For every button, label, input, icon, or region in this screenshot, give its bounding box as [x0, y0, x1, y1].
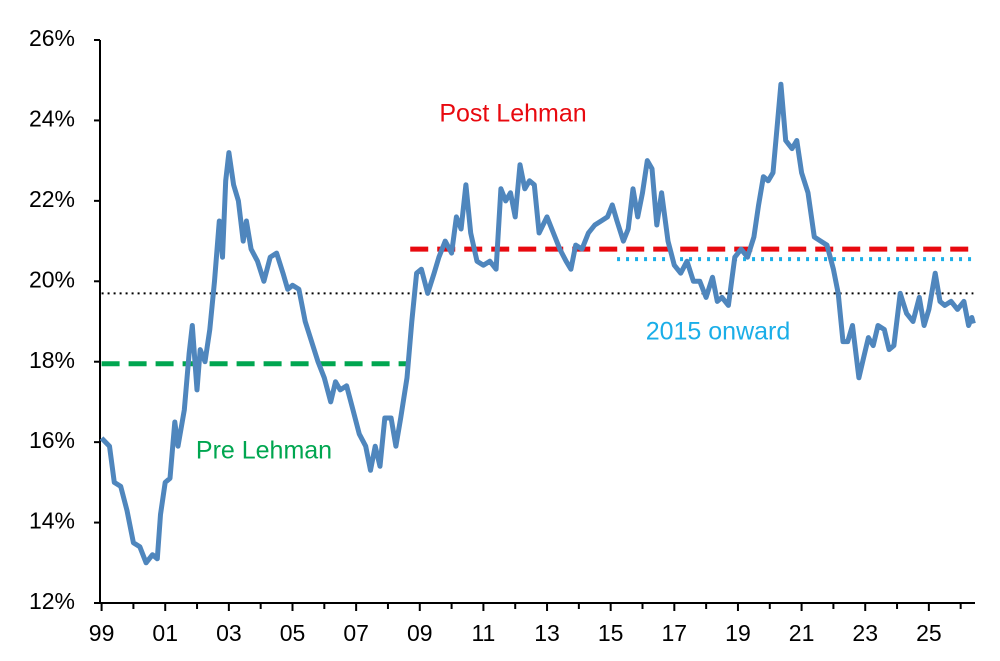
x-tick-label: 05 — [280, 620, 306, 646]
x-tick-label: 99 — [89, 620, 115, 646]
x-tick-label: 17 — [662, 620, 688, 646]
x-tick-label: 15 — [598, 620, 624, 646]
reference-label: 2015 onward — [646, 318, 791, 346]
y-tick-label: 20% — [29, 266, 75, 292]
y-tick-label: 18% — [29, 347, 75, 373]
y-tick-label: 14% — [29, 508, 75, 534]
x-tick-label: 07 — [343, 620, 369, 646]
x-tick-label: 21 — [789, 620, 815, 646]
x-tick-label: 03 — [216, 620, 242, 646]
y-tick-label: 24% — [29, 106, 75, 132]
x-tick-label: 09 — [407, 620, 433, 646]
x-tick-label: 01 — [152, 620, 178, 646]
reference-label: Post Lehman — [439, 100, 586, 128]
y-tick-label: 12% — [29, 588, 75, 614]
x-tick-label: 23 — [852, 620, 878, 646]
reference-label: Pre Lehman — [196, 437, 332, 465]
y-tick-label: 16% — [29, 427, 75, 453]
x-tick-label: 11 — [471, 620, 495, 646]
x-tick-label: 19 — [725, 620, 751, 646]
x-tick-label: 13 — [534, 620, 560, 646]
y-tick-label: 22% — [29, 186, 75, 212]
data-line — [99, 81, 976, 566]
x-tick-label: 25 — [916, 620, 942, 646]
y-tick-label: 26% — [29, 25, 75, 51]
